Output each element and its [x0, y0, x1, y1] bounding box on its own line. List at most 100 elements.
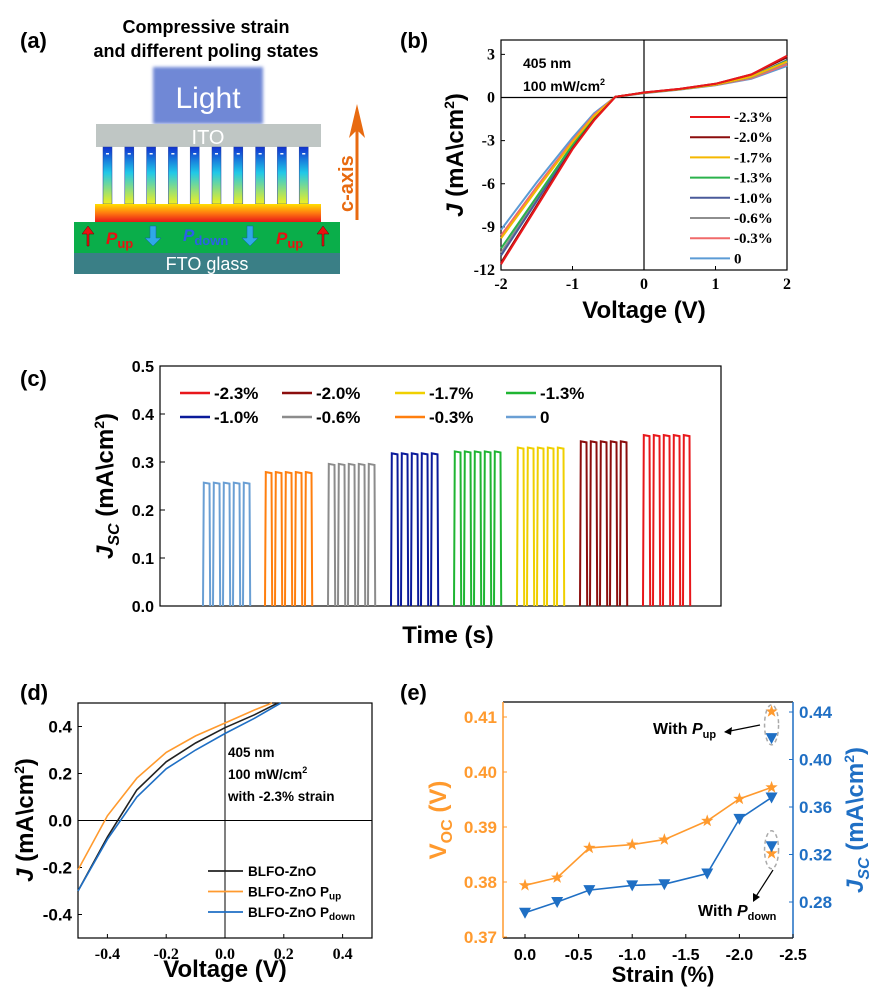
y-tick-label: 0.3	[132, 455, 154, 472]
x-axis-label: Strain (%)	[612, 962, 715, 987]
ito-label: ITO	[192, 127, 225, 149]
label-part: P	[737, 903, 748, 920]
x-tick-label: 2	[783, 276, 791, 293]
legend-label-subscript: down	[329, 912, 355, 923]
voc-marker	[583, 841, 596, 854]
x-tick-label: 0	[640, 276, 648, 293]
polarization-up-arrow-icon	[316, 225, 330, 247]
y-axis-label: J (mA\cm2)	[11, 758, 39, 882]
negative-charge: -	[302, 146, 306, 160]
label-part: J	[442, 203, 469, 217]
c-axis-arrowhead-icon	[349, 104, 365, 138]
light-label: Light	[175, 82, 241, 115]
negative-charge: -	[193, 146, 197, 160]
jsc-marker	[551, 897, 564, 908]
annotation-arrow-down	[754, 869, 774, 899]
y-axis-label: J (mA\cm2)	[441, 93, 469, 217]
legend-label-name: BLFO-ZnO	[248, 864, 316, 879]
polarization-down-arrow-icon	[144, 225, 162, 247]
chart-d-poled-jv: -0.4 -0.2 0.0 0.2 0.4 0.4 0.2 0.0 -0.2 -0.4 BLFO-Z…	[11, 702, 373, 983]
label-part: 2	[91, 421, 107, 429]
p-symbol: P	[276, 229, 288, 248]
negative-charge: -	[215, 146, 219, 160]
fto-layer	[74, 253, 340, 274]
y-tick-label: 0	[487, 90, 495, 107]
legend-label: -2.3%	[734, 110, 773, 126]
chart-c-jsc-transient: 0.0 0.1 0.2 0.3 0.4 0.5 -2.3% -2.0% -1.7% -1.3% -1…	[91, 359, 722, 649]
voc-marker	[765, 780, 778, 793]
label-part: down	[748, 911, 777, 923]
x-tick-label: 1	[712, 276, 720, 293]
legend-label: -1.3%	[540, 384, 584, 403]
jsc-marker	[519, 907, 531, 919]
arrowhead-icon	[753, 893, 760, 902]
jsc-marker	[765, 792, 778, 804]
chart-e-voc-jsc-vs-strain: 0.0 -0.5 -1.0 -1.5 -2.0 -2.5 0.37 0.38 0.39 0.40 0…	[425, 701, 873, 987]
y-tick-label: -9	[482, 219, 495, 236]
x-tick-label: -0.4	[95, 946, 120, 963]
annotation-with-pup: With Pup	[653, 721, 716, 741]
annotation-strain: with -2.3% strain	[227, 789, 335, 804]
x-tick-label: -2.5	[779, 947, 807, 964]
annotation-wavelength: 405 nm	[228, 745, 275, 760]
pulse-group--2.3%	[642, 433, 692, 607]
x-tick-label: -2	[494, 276, 507, 293]
x-tick-label: 0.4	[333, 946, 353, 963]
legend-label: BLFO-ZnO	[248, 864, 316, 879]
annotation-with-pdown: With Pdown	[698, 903, 777, 923]
p-symbol: P	[106, 229, 118, 248]
label-part: With	[653, 721, 692, 738]
light-box	[153, 67, 263, 124]
y-tick-label: -0.4	[43, 906, 73, 925]
label-part: (mA\cm	[442, 109, 469, 204]
y-tick-label: 0.4	[132, 407, 154, 424]
label-part: )	[842, 747, 869, 755]
negative-charge: -	[258, 146, 262, 160]
label-part: (mA\cm	[12, 774, 39, 869]
voc-marker	[658, 833, 671, 845]
label-part: SC	[856, 857, 873, 880]
legend-label: -2.0%	[734, 130, 773, 146]
series-line-Jsc	[524, 796, 773, 914]
label-part: (V)	[425, 781, 452, 820]
negative-charge: -	[149, 146, 153, 160]
panel-label-b: (b)	[400, 28, 428, 53]
pulse-group--0.3%	[264, 470, 314, 607]
label-part: 2	[302, 765, 307, 775]
label-part: 2	[441, 101, 457, 109]
y-right-tick-label: 0.32	[799, 846, 832, 865]
y-left-tick-label: 0.39	[464, 818, 497, 837]
pulse-group-0	[202, 481, 252, 607]
annotation-intensity: 100 mW/cm2	[228, 765, 307, 782]
x-axis-label: Time (s)	[402, 622, 494, 649]
panel-label-d: (d)	[20, 680, 48, 705]
y-right-tick-label: 0.40	[799, 751, 832, 770]
y-tick-label: -0.2	[43, 859, 72, 878]
panel-label-e: (e)	[400, 680, 427, 705]
legend-label-subscript: up	[329, 892, 341, 903]
p-up-label-left: Pup	[106, 229, 133, 251]
jv-curve	[77, 702, 282, 892]
y-tick-label: 0.1	[132, 551, 154, 568]
x-tick-label: -0.2	[154, 946, 179, 963]
legend-label-name: BLFO-ZnO P	[248, 905, 329, 920]
label-part: V	[425, 843, 452, 859]
label-part: J	[92, 545, 119, 559]
panel-label-a: (a)	[20, 28, 47, 53]
y-right-tick-label: 0.36	[799, 798, 832, 817]
pup-highlight-ellipse	[763, 704, 780, 746]
y-tick-label: -6	[482, 176, 495, 193]
polarization-down-arrow-icon	[241, 225, 259, 247]
x-tick-label: 0.0	[514, 947, 536, 964]
p-up-label-right: Pup	[276, 229, 303, 251]
fto-label: FTO glass	[166, 254, 249, 274]
negative-charge: -	[171, 146, 175, 160]
y-right-tick-label: 0.28	[799, 893, 832, 912]
voc-marker	[551, 871, 564, 883]
series-line-Voc	[524, 786, 772, 887]
zno-seed-layer	[95, 204, 321, 222]
x-tick-label: -2.0	[726, 947, 754, 964]
y-left-tick-label: 0.38	[464, 873, 497, 892]
pulse-group--1.7%	[516, 446, 566, 607]
annotation-wavelength: 405 nm	[523, 55, 571, 71]
